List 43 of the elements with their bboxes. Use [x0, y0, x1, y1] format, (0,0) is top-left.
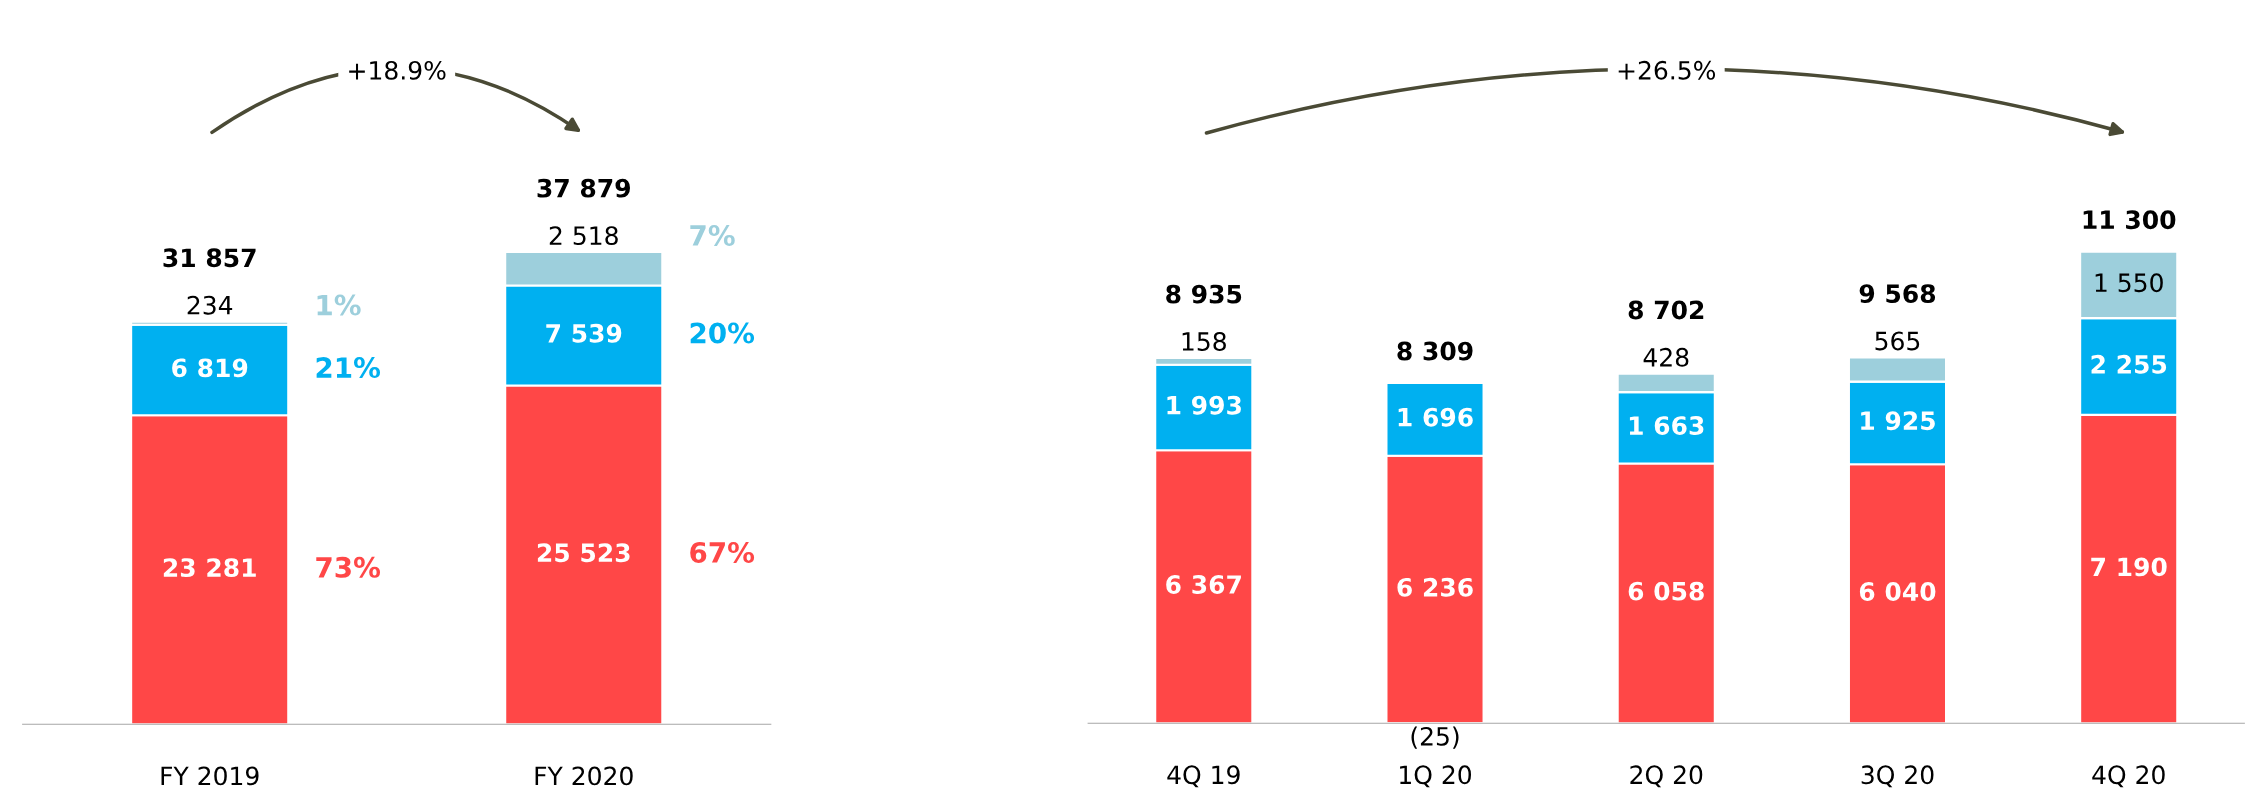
data-label: 25 523	[537, 543, 630, 563]
data-label: 2 518	[549, 226, 618, 246]
annotation: 1%	[317, 294, 361, 316]
annotation: 8 702	[1628, 300, 1704, 320]
text: +18.9%	[349, 60, 446, 80]
data-label: 1 993	[1167, 395, 1241, 415]
data-label: 6 236	[1397, 577, 1473, 597]
text: 11 300	[2083, 210, 2176, 230]
data-label: 158	[1182, 332, 1226, 351]
data-label: 6 819	[172, 358, 248, 378]
x-tick-label: 4Q 20	[2092, 765, 2165, 788]
x-tick-label: FY 2020	[535, 766, 633, 786]
data-label: 7 539	[546, 323, 622, 343]
data-label: 428	[1643, 347, 1689, 367]
text: 37 879	[537, 178, 630, 198]
x-tick-label: 4Q 19	[1167, 765, 1240, 788]
data-label: 1 663	[1629, 416, 1704, 436]
x-tick-label: 3Q 20	[1861, 765, 1934, 788]
annotation: 67%	[690, 541, 755, 563]
data-label: (25)	[1411, 726, 1459, 749]
data-label: 6 040	[1859, 582, 1936, 601]
annotation: 20%	[690, 322, 755, 344]
data-label: 234	[187, 295, 233, 315]
data-label: 1 696	[1398, 407, 1473, 427]
data-label: 6 058	[1628, 581, 1704, 601]
x-tick-label: 2Q 20	[1630, 765, 1703, 788]
annotation: 8 309	[1397, 341, 1473, 361]
data-label: 1 925	[1861, 411, 1935, 431]
annotation: 8 935	[1166, 284, 1242, 304]
data-label: 1 550	[2095, 273, 2163, 293]
data-label: 7 190	[2091, 557, 2167, 577]
text: +26.5%	[1618, 60, 1716, 80]
data-label: 2 255	[2091, 354, 2167, 374]
x-tick-label: FY 2019	[161, 766, 259, 786]
annotation: 9 568	[1859, 284, 1936, 304]
text: 7%	[690, 224, 735, 246]
data-label: 23 281	[163, 558, 256, 578]
annotation: 21%	[316, 357, 381, 379]
data-label: 6 367	[1166, 575, 1241, 594]
x-tick-label: 1Q 20	[1400, 765, 1472, 788]
annotation: 73%	[316, 556, 381, 578]
annotation: 31 857	[163, 248, 256, 268]
data-label: 565	[1875, 331, 1920, 351]
